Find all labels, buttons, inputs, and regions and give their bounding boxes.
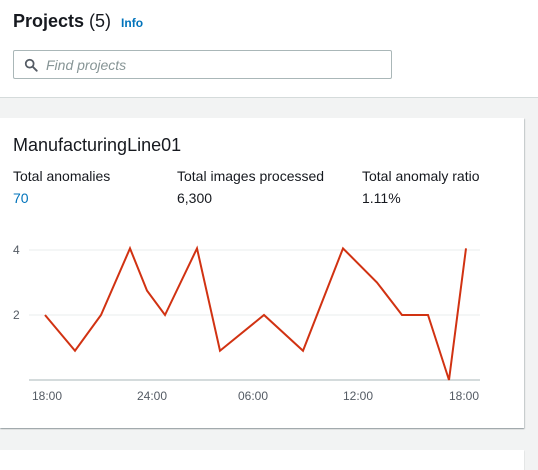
x-tick-label: 18:00 [449,389,479,403]
metric-total-images: Total images processed 6,300 [177,168,324,206]
next-project-card[interactable] [0,450,524,470]
project-name: ManufacturingLine01 [13,135,182,155]
x-tick-label: 06:00 [238,389,268,403]
anomaly-series-line [44,245,467,381]
metric-label: Total anomaly ratio [362,168,480,184]
search-box[interactable] [13,50,392,79]
total-anomalies-link[interactable]: 70 [13,190,29,206]
search-input[interactable] [46,51,376,78]
metric-label: Total images processed [177,168,325,184]
x-tick-label: 12:00 [343,389,373,403]
metric-value: 1.11% [362,190,401,206]
page-title: Projects [13,11,85,31]
project-card[interactable]: ManufacturingLine01 Total anomalies 70 T… [0,118,524,428]
project-count: (5) [89,11,112,31]
metric-total-anomalies: Total anomalies 70 [13,168,110,206]
x-tick-label: 18:00 [32,389,62,403]
y-tick-label: 4 [13,243,20,257]
title-row: Projects (5) Info [13,11,143,32]
metric-anomaly-ratio: Total anomaly ratio 1.11% [362,168,480,206]
metric-value: 6,300 [177,190,213,206]
page-header: Projects (5) Info [0,0,538,98]
y-tick-label: 2 [13,308,20,322]
x-tick-label: 24:00 [137,389,167,403]
search-icon [24,58,38,72]
anomaly-line-chart: 2 4 18:00 24:00 06:00 12:00 18:00 [13,243,480,403]
metric-label: Total anomalies [13,168,111,184]
info-link[interactable]: Info [121,16,144,30]
